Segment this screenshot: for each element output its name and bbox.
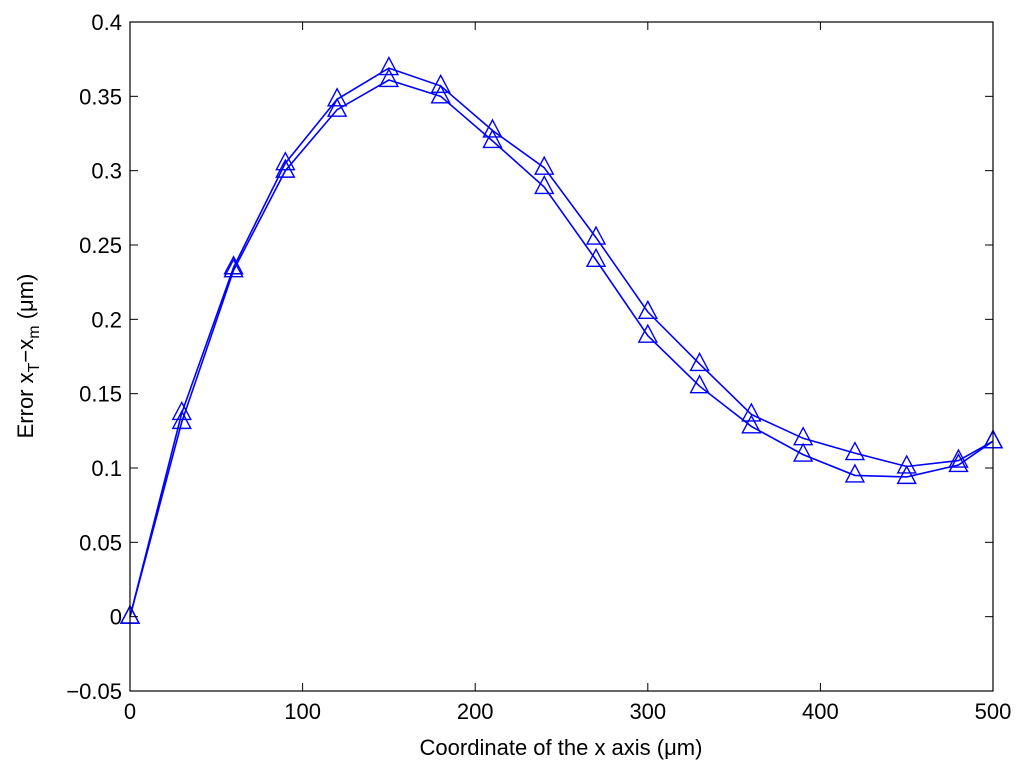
series-2-point: [482, 128, 503, 149]
y-axis-label-mid: −x: [13, 339, 38, 363]
series-2-point: [534, 174, 555, 195]
y-tick-label: 0.05: [79, 530, 122, 555]
series-1-point: [844, 441, 866, 461]
y-tick-label: 0.2: [91, 307, 122, 332]
series-2-point: [585, 247, 607, 268]
series-1-point: [223, 255, 244, 275]
plot-area: [119, 56, 1004, 624]
x-tick-label: 400: [802, 699, 839, 724]
y-axis-label-suffix: (μm): [13, 274, 38, 326]
series-1-point: [378, 56, 400, 76]
x-tick-label: 200: [457, 699, 494, 724]
series-2-point: [378, 67, 400, 88]
x-tick-label: 300: [629, 699, 666, 724]
y-tick-label: 0.1: [91, 456, 122, 481]
y-tick-label: 0: [110, 605, 122, 630]
x-axis-label: Coordinate of the x axis (μm): [420, 735, 703, 760]
series-1-point: [585, 225, 607, 245]
series-2-point: [430, 84, 451, 104]
series-2-point: [275, 158, 296, 178]
y-tick-label: 0.4: [91, 10, 122, 35]
series-1-point: [534, 155, 555, 175]
series-2-point: [741, 414, 762, 434]
series-2-point: [948, 452, 969, 473]
series-1-point: [482, 118, 503, 138]
series-1-point: [896, 454, 917, 474]
axis-ticks: 0 100 200 300 400 500−0.0500.050.10.150.20.25…: [66, 10, 1011, 724]
y-tick-label: −0.05: [66, 679, 122, 704]
axes-box: [129, 21, 994, 692]
series-2-point: [792, 442, 814, 462]
series-2-line: [129, 79, 994, 617]
series-2-point: [223, 258, 244, 278]
series-2-point: [326, 97, 348, 117]
series-1-point: [741, 402, 762, 422]
series-1-point: [637, 299, 658, 320]
series-2-point: [896, 464, 917, 485]
y-axis-label-prefix: Error x: [13, 372, 38, 438]
x-tick-label: 0: [124, 699, 136, 724]
y-axis-label: Error xT−xm (μm): [13, 274, 43, 439]
series-1-line: [129, 67, 994, 617]
y-tick-label: 0.15: [79, 382, 122, 407]
x-tick-label: 500: [975, 699, 1012, 724]
y-tick-label: 0.25: [79, 233, 122, 258]
x-tick-label: 100: [284, 699, 321, 724]
y-tick-label: 0.3: [91, 159, 122, 184]
y-axis-label-sub-m: m: [26, 325, 43, 338]
series-2-point: [637, 323, 658, 343]
series-1-point: [430, 73, 451, 94]
series-1-point: [689, 351, 710, 372]
series-1-point: [948, 448, 969, 468]
series-2-point: [689, 374, 710, 394]
y-tick-label: 0.35: [79, 84, 122, 109]
series-2-point: [844, 463, 866, 483]
y-axis-label-sub-t: T: [26, 362, 43, 372]
series-2-point: [171, 409, 192, 430]
series-1-point: [326, 87, 348, 107]
